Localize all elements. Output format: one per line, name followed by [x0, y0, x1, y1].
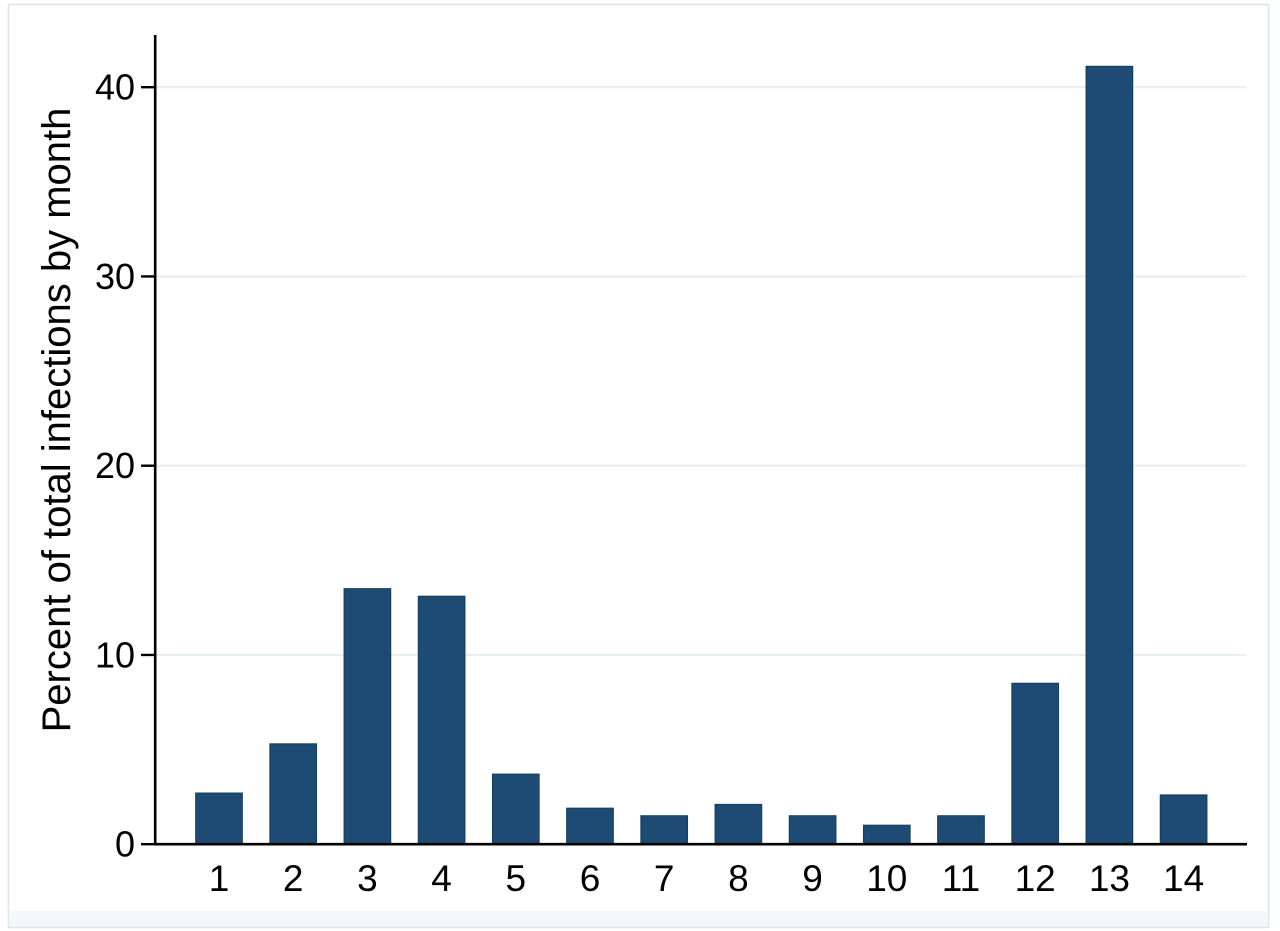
bars-group [195, 65, 1208, 845]
x-tick-label: 1 [209, 858, 230, 899]
x-tick-label: 7 [654, 858, 675, 899]
x-tick-label: 12 [1015, 858, 1056, 899]
bar [640, 815, 689, 845]
bar [714, 803, 763, 845]
gridlines [156, 86, 1246, 657]
bar [1159, 794, 1208, 845]
x-tick-label: 14 [1163, 858, 1204, 899]
y-tick-marks [141, 85, 154, 846]
bar [1085, 65, 1134, 845]
bar [937, 815, 985, 845]
y-tick-label: 20 [95, 445, 135, 486]
x-tick-labels: 1 2 3 4 5 6 7 8 9 10 11 12 13 14 [209, 858, 1204, 899]
bar [862, 824, 911, 845]
x-tick-label: 9 [802, 858, 823, 899]
axes [153, 35, 1247, 846]
x-tick-label: 8 [728, 858, 749, 899]
bar [491, 773, 540, 845]
x-tick-label: 2 [283, 858, 304, 899]
x-tick-label: 11 [942, 858, 980, 899]
y-tick-label: 40 [95, 67, 135, 108]
x-tick-label: 4 [431, 858, 452, 899]
x-tick-label: 6 [580, 858, 601, 899]
bar [566, 807, 614, 845]
bar [343, 588, 392, 845]
x-tick-label: 10 [866, 858, 907, 899]
footer-band [10, 911, 1267, 927]
bar [1011, 682, 1060, 845]
x-tick-label: 3 [357, 858, 378, 899]
bar [269, 743, 318, 845]
y-tick-label: 30 [95, 256, 135, 297]
y-tick-label: 10 [95, 634, 135, 675]
bar [417, 595, 466, 845]
y-axis-title: Percent of total infections by month [35, 108, 79, 733]
y-tick-label: 0 [115, 824, 135, 865]
x-tick-label: 5 [506, 858, 527, 899]
bar [195, 792, 243, 845]
bar [788, 815, 837, 845]
y-tick-labels: 0 10 20 30 40 [95, 67, 135, 865]
x-tick-label: 13 [1089, 858, 1130, 899]
